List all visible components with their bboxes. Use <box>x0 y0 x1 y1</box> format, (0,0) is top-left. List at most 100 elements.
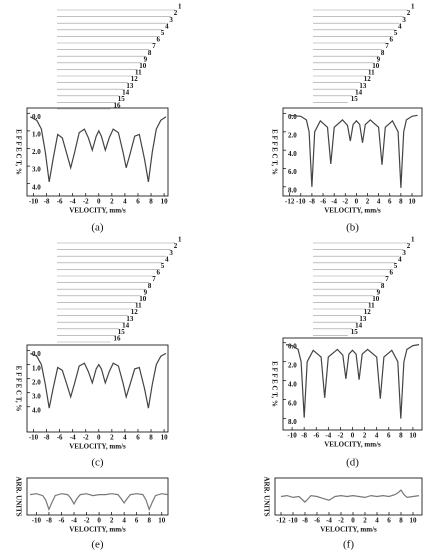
spectrum-line <box>30 352 167 409</box>
x-tick-label: -8 <box>44 198 50 206</box>
component-label: 4 <box>165 22 169 30</box>
x-tick-label: 8 <box>149 434 153 442</box>
y-axis-label: E F F E C T, % <box>270 129 278 175</box>
x-tick-label: -10 <box>32 517 42 525</box>
x-tick-label: 10 <box>408 198 416 206</box>
x-tick-label: -4 <box>326 517 332 525</box>
x-axis-label: VELOCITY, mm/s <box>69 207 126 215</box>
component-label: 16 <box>114 102 122 110</box>
component-label: 3 <box>169 16 173 24</box>
x-tick-label: -8 <box>309 198 315 206</box>
spectrum-line <box>289 114 418 188</box>
x-tick-label: 0 <box>97 434 101 442</box>
plot-frame <box>274 477 423 516</box>
x-axis-label: VELOCITY, mm/s <box>320 526 377 534</box>
x-tick-label: 8 <box>399 198 403 206</box>
component-label: 8 <box>381 49 385 57</box>
component-label: 7 <box>385 42 389 50</box>
x-tick-label: -6 <box>57 198 63 206</box>
x-tick-label: -6 <box>59 517 65 525</box>
x-tick-label: -4 <box>71 517 77 525</box>
component-label: 14 <box>122 321 130 329</box>
x-tick-label: -8 <box>44 434 50 442</box>
x-tick-label: 0 <box>351 432 355 440</box>
spectrum-line <box>30 493 169 512</box>
component-label: 7 <box>385 275 389 283</box>
x-axis-label: VELOCITY, mm/s <box>324 441 381 449</box>
x-axis-label: VELOCITY, mm/s <box>324 207 381 215</box>
component-label: 13 <box>126 315 133 323</box>
x-tick-label: -4 <box>331 198 337 206</box>
plot-frame <box>26 344 169 433</box>
y-axis-label: E F F E C T, % <box>14 129 22 175</box>
component-label: 3 <box>402 249 406 257</box>
component-label: 2 <box>407 9 411 17</box>
x-tick-label: 2 <box>110 517 114 525</box>
plot-frame <box>26 477 169 516</box>
x-tick-label: -4 <box>325 432 331 440</box>
y-tick-label: 6.0 <box>288 399 297 407</box>
x-tick-label: -12 <box>276 517 286 525</box>
component-label: 13 <box>359 82 367 90</box>
x-tick-label: -4 <box>70 434 76 442</box>
component-label: 7 <box>152 42 156 50</box>
x-tick-label: 4 <box>123 434 127 442</box>
component-label: 10 <box>372 62 380 70</box>
component-label: 15 <box>118 95 126 103</box>
component-label: 12 <box>131 75 139 83</box>
x-tick-label: 6 <box>135 517 139 525</box>
x-tick-label: 0 <box>97 517 101 525</box>
component-label: 11 <box>368 69 375 77</box>
x-tick-label: -2 <box>83 198 89 206</box>
x-tick-label: 10 <box>158 517 166 525</box>
component-label: 5 <box>161 29 165 37</box>
component-label: 15 <box>351 328 359 336</box>
y-axis-label: E F F E C T, % <box>270 361 278 407</box>
x-tick-label: 6 <box>136 198 140 206</box>
x-tick-label: -10 <box>296 198 306 206</box>
x-tick-label: 2 <box>363 432 367 440</box>
x-tick-label: 2 <box>110 434 114 442</box>
x-tick-label: 0 <box>355 198 359 206</box>
x-tick-label: 8 <box>399 432 403 440</box>
component-label: 5 <box>394 262 398 270</box>
y-tick-label: 0.0 <box>32 350 41 358</box>
component-label: 4 <box>398 255 402 263</box>
x-tick-label: -10 <box>29 434 39 442</box>
y-tick-label: 8.0 <box>288 186 297 194</box>
x-tick-label: -10 <box>29 198 39 206</box>
x-tick-label: 6 <box>387 517 391 525</box>
component-label: 9 <box>377 288 381 296</box>
component-label: 9 <box>144 288 148 296</box>
component-label: 14 <box>122 88 130 96</box>
component-label: 9 <box>377 55 381 63</box>
x-tick-label: 6 <box>388 198 392 206</box>
x-tick-label: 2 <box>363 517 367 525</box>
panel-caption: (c) <box>91 457 104 469</box>
component-label: 13 <box>126 82 133 90</box>
y-tick-label: 4.0 <box>32 406 41 414</box>
x-tick-label: -2 <box>83 434 89 442</box>
component-label: 2 <box>174 9 178 17</box>
component-label: 6 <box>390 36 394 44</box>
component-label: 13 <box>359 315 367 323</box>
component-label: 1 <box>178 236 182 244</box>
y-tick-label: 1.0 <box>32 364 41 372</box>
component-label: 12 <box>131 308 139 316</box>
x-tick-label: 0 <box>351 517 355 525</box>
y-tick-label: 3.0 <box>32 166 41 174</box>
y-tick-label: 6.0 <box>288 168 297 176</box>
panel-caption: (f) <box>343 539 354 550</box>
plot-frame <box>26 107 169 197</box>
component-label: 1 <box>411 3 415 11</box>
x-tick-label: 10 <box>161 198 169 206</box>
y-tick-label: 8.0 <box>288 418 297 426</box>
y-tick-label: 4.0 <box>288 150 297 158</box>
component-label: 2 <box>407 242 411 250</box>
y-tick-label: 3.0 <box>32 392 41 400</box>
panel-caption: (b) <box>346 222 359 234</box>
panel-caption: (e) <box>91 539 104 550</box>
component-label: 14 <box>355 88 363 96</box>
x-tick-label: 4 <box>377 198 381 206</box>
y-tick-label: 4.0 <box>288 380 297 388</box>
